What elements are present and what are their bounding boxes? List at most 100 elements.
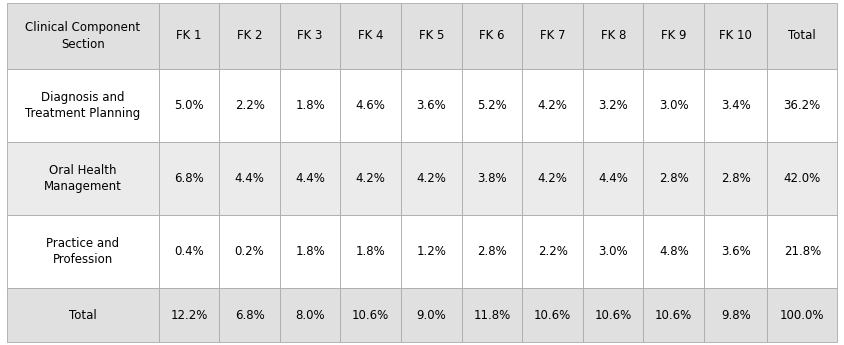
Text: 4.4%: 4.4%	[598, 172, 628, 185]
Bar	[219, 3, 280, 69]
Bar	[219, 69, 280, 142]
Text: 21.8%: 21.8%	[783, 245, 821, 258]
Bar	[643, 69, 704, 142]
Text: FK 7: FK 7	[540, 29, 565, 42]
Text: FK 3: FK 3	[297, 29, 323, 42]
Bar	[643, 288, 704, 342]
Bar	[767, 69, 837, 142]
Bar	[7, 3, 159, 69]
Bar	[401, 3, 462, 69]
Bar	[159, 3, 219, 69]
Text: Total: Total	[69, 308, 96, 322]
Text: 10.6%: 10.6%	[534, 308, 571, 322]
Text: 4.4%: 4.4%	[295, 172, 325, 185]
Text: 10.6%: 10.6%	[352, 308, 389, 322]
Text: Oral Health
Management: Oral Health Management	[44, 164, 122, 193]
Bar	[462, 69, 522, 142]
Text: 4.6%: 4.6%	[356, 99, 386, 112]
Text: 4.2%: 4.2%	[356, 172, 386, 185]
Text: 5.2%: 5.2%	[477, 99, 507, 112]
Bar	[643, 142, 704, 215]
Bar	[704, 215, 767, 288]
Bar	[704, 142, 767, 215]
Text: 4.8%: 4.8%	[659, 245, 689, 258]
Bar	[219, 288, 280, 342]
Bar	[522, 215, 583, 288]
Text: FK 9: FK 9	[661, 29, 686, 42]
Text: Diagnosis and
Treatment Planning: Diagnosis and Treatment Planning	[25, 91, 140, 120]
Text: 10.6%: 10.6%	[594, 308, 632, 322]
Text: FK 6: FK 6	[479, 29, 505, 42]
Bar	[7, 288, 159, 342]
Bar	[159, 142, 219, 215]
Bar	[340, 288, 401, 342]
Bar	[767, 142, 837, 215]
Bar	[219, 142, 280, 215]
Text: FK 4: FK 4	[358, 29, 383, 42]
Bar	[583, 215, 643, 288]
Text: 11.8%: 11.8%	[473, 308, 511, 322]
Bar	[340, 215, 401, 288]
Bar	[462, 3, 522, 69]
Text: Clinical Component
Section: Clinical Component Section	[25, 21, 140, 51]
Bar	[704, 69, 767, 142]
Text: 0.2%: 0.2%	[235, 245, 264, 258]
Text: 2.2%: 2.2%	[538, 245, 567, 258]
Text: 3.6%: 3.6%	[416, 99, 446, 112]
Bar	[583, 69, 643, 142]
Text: 42.0%: 42.0%	[783, 172, 821, 185]
Bar	[462, 288, 522, 342]
Text: 3.2%: 3.2%	[598, 99, 628, 112]
Bar	[7, 69, 159, 142]
Bar	[462, 142, 522, 215]
Bar	[401, 142, 462, 215]
Bar	[340, 69, 401, 142]
Text: FK 5: FK 5	[419, 29, 444, 42]
Bar	[643, 3, 704, 69]
Bar	[401, 288, 462, 342]
Bar	[159, 69, 219, 142]
Bar	[280, 142, 340, 215]
Bar	[704, 288, 767, 342]
Bar	[219, 215, 280, 288]
Bar	[159, 215, 219, 288]
Bar	[280, 3, 340, 69]
Bar	[522, 69, 583, 142]
Bar	[767, 3, 837, 69]
Text: 12.2%: 12.2%	[170, 308, 208, 322]
Bar	[401, 215, 462, 288]
Bar	[583, 142, 643, 215]
Bar	[522, 142, 583, 215]
Text: 3.8%: 3.8%	[477, 172, 506, 185]
Text: 1.2%: 1.2%	[416, 245, 446, 258]
Text: 4.2%: 4.2%	[538, 99, 567, 112]
Text: 6.8%: 6.8%	[174, 172, 204, 185]
Bar	[462, 215, 522, 288]
Text: 6.8%: 6.8%	[235, 308, 264, 322]
Bar	[583, 3, 643, 69]
Bar	[340, 3, 401, 69]
Text: Total: Total	[788, 29, 816, 42]
Text: 9.8%: 9.8%	[721, 308, 750, 322]
Bar	[280, 69, 340, 142]
Bar	[767, 215, 837, 288]
Bar	[643, 215, 704, 288]
Bar	[7, 215, 159, 288]
Text: 4.2%: 4.2%	[416, 172, 446, 185]
Text: 4.4%: 4.4%	[235, 172, 264, 185]
Text: 3.0%: 3.0%	[598, 245, 628, 258]
Text: 0.4%: 0.4%	[174, 245, 204, 258]
Bar	[7, 142, 159, 215]
Text: FK 2: FK 2	[237, 29, 262, 42]
Text: 3.6%: 3.6%	[721, 245, 750, 258]
Text: Practice and
Profession: Practice and Profession	[46, 237, 119, 266]
Text: 1.8%: 1.8%	[295, 245, 325, 258]
Text: 5.0%: 5.0%	[174, 99, 203, 112]
Bar	[401, 69, 462, 142]
Text: 3.4%: 3.4%	[721, 99, 750, 112]
Text: 3.0%: 3.0%	[659, 99, 689, 112]
Text: 1.8%: 1.8%	[295, 99, 325, 112]
Text: 1.8%: 1.8%	[356, 245, 386, 258]
Bar	[340, 142, 401, 215]
Bar	[280, 288, 340, 342]
